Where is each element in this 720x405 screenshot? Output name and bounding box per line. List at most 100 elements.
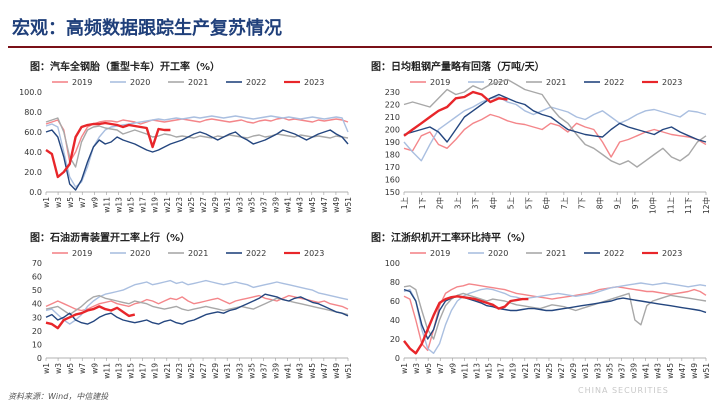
x-tick-label: w1 — [400, 363, 409, 374]
y-tick-label: 200 — [385, 126, 400, 135]
x-tick-label: 9下 — [631, 197, 640, 210]
x-tick-label: 1下 — [418, 197, 427, 210]
series-line-2020 — [403, 96, 707, 162]
x-tick-label: w23 — [533, 363, 542, 379]
x-tick-label: w51 — [344, 197, 353, 213]
x-tick-label: w25 — [545, 363, 554, 379]
x-tick-label: w23 — [175, 363, 184, 379]
x-tick-label: w17 — [139, 363, 148, 379]
y-tick-label: 210 — [385, 113, 400, 122]
series-line-2022 — [403, 93, 707, 143]
x-tick-label: w19 — [151, 197, 160, 213]
y-tick-label: 100.0 — [19, 88, 42, 97]
y-tick-label: 230 — [385, 88, 400, 97]
series-line-2019 — [403, 283, 707, 352]
legend-label-2023: 2023 — [304, 249, 324, 258]
x-tick-label: w5 — [66, 197, 75, 208]
x-tick-label: w29 — [211, 197, 220, 213]
brand-logo: CHINA SECURITIES — [578, 386, 669, 395]
legend-label-2021: 2021 — [188, 249, 208, 258]
x-tick-label: w27 — [557, 363, 566, 379]
x-tick-label: 6中 — [541, 197, 551, 209]
y-tick-label: 40 — [32, 300, 42, 309]
y-tick-label: 40.0 — [24, 148, 42, 157]
x-tick-label: w15 — [127, 197, 136, 213]
x-tick-label: w31 — [223, 363, 232, 379]
x-tick-label: w37 — [617, 363, 626, 379]
legend-label-2021: 2021 — [546, 249, 566, 258]
x-tick-label: w1 — [42, 197, 51, 208]
series-line-2020 — [45, 279, 349, 325]
y-tick-label: 100 — [385, 259, 400, 268]
legend-label-2020: 2020 — [130, 78, 150, 87]
x-tick-label: w47 — [678, 363, 687, 379]
y-tick-label: 190 — [385, 138, 400, 147]
x-tick-label: w11 — [460, 363, 469, 379]
y-tick-label: 220 — [385, 101, 400, 110]
x-tick-label: 8中 — [594, 197, 604, 209]
x-tick-label: w39 — [272, 363, 281, 379]
x-tick-label: w3 — [54, 197, 63, 208]
x-tick-label: 5上 — [507, 197, 516, 210]
y-tick-label: 60 — [390, 297, 400, 306]
chart-tr: 2019 2020 2021 2022 202315016017018019020021… — [385, 78, 711, 214]
x-tick-label: w7 — [436, 363, 445, 374]
series-line-2023 — [403, 295, 529, 355]
page-title: 宏观：高频数据跟踪生产复苏情况 — [12, 18, 282, 39]
x-tick-label: w7 — [78, 363, 87, 374]
y-tick-label: 10 — [32, 340, 42, 349]
x-tick-label: w43 — [654, 363, 663, 379]
x-tick-label: w21 — [163, 363, 172, 379]
x-tick-label: w17 — [497, 363, 506, 379]
legend-label-2022: 2022 — [246, 249, 266, 258]
x-tick-label: w33 — [235, 363, 244, 379]
x-tick-label: w47 — [320, 197, 329, 213]
legend-label-2019: 2019 — [430, 78, 450, 87]
x-tick-label: w37 — [259, 197, 268, 213]
x-tick-label: w13 — [114, 363, 123, 379]
x-tick-label: 3上 — [453, 197, 462, 210]
x-tick-label: w45 — [308, 197, 317, 213]
x-tick-label: w1 — [42, 363, 51, 374]
legend-label-2023: 2023 — [662, 78, 682, 87]
legend-label-2021: 2021 — [546, 78, 566, 87]
x-tick-label: w35 — [247, 197, 256, 213]
x-tick-label: 5下 — [524, 197, 533, 210]
legend-label-2020: 2020 — [488, 249, 508, 258]
x-tick-label: w41 — [284, 363, 293, 379]
legend-label-2022: 2022 — [604, 78, 624, 87]
y-tick-label: 60.0 — [24, 128, 42, 137]
legend-label-2022: 2022 — [246, 78, 266, 87]
x-tick-label: w25 — [187, 197, 196, 213]
x-tick-label: w43 — [296, 363, 305, 379]
x-tick-label: w13 — [114, 197, 123, 213]
x-tick-label: w43 — [296, 197, 305, 213]
y-tick-label: 30 — [32, 313, 42, 322]
x-tick-label: 1上 — [400, 197, 409, 210]
chart-title-tl: 图：汽车全钢胎（重型卡车）开工率（%） — [30, 62, 221, 73]
y-tick-label: 20 — [32, 327, 42, 336]
y-tick-label: 150 — [385, 188, 400, 197]
y-tick-label: 160 — [385, 176, 400, 185]
x-tick-label: w41 — [284, 197, 293, 213]
y-tick-label: 50 — [32, 286, 42, 295]
x-tick-label: w13 — [472, 363, 481, 379]
x-tick-label: w11 — [102, 363, 111, 379]
x-tick-label: w9 — [90, 197, 99, 208]
legend-label-2023: 2023 — [304, 78, 324, 87]
y-tick-label: 0 — [395, 354, 400, 363]
series-line-2023 — [45, 305, 136, 330]
x-tick-label: w37 — [259, 363, 268, 379]
x-tick-label: w33 — [593, 363, 602, 379]
x-tick-label: w27 — [199, 363, 208, 379]
y-tick-label: 0.0 — [29, 188, 42, 197]
x-tick-label: w9 — [448, 363, 457, 374]
x-tick-label: 7上 — [560, 197, 569, 210]
y-tick-label: 0 — [37, 354, 42, 363]
x-tick-label: w31 — [581, 363, 590, 379]
legend-label-2023: 2023 — [662, 249, 682, 258]
legend-label-2022: 2022 — [604, 249, 624, 258]
y-tick-label: 40 — [390, 316, 400, 325]
x-tick-label: 12中 — [701, 197, 711, 214]
